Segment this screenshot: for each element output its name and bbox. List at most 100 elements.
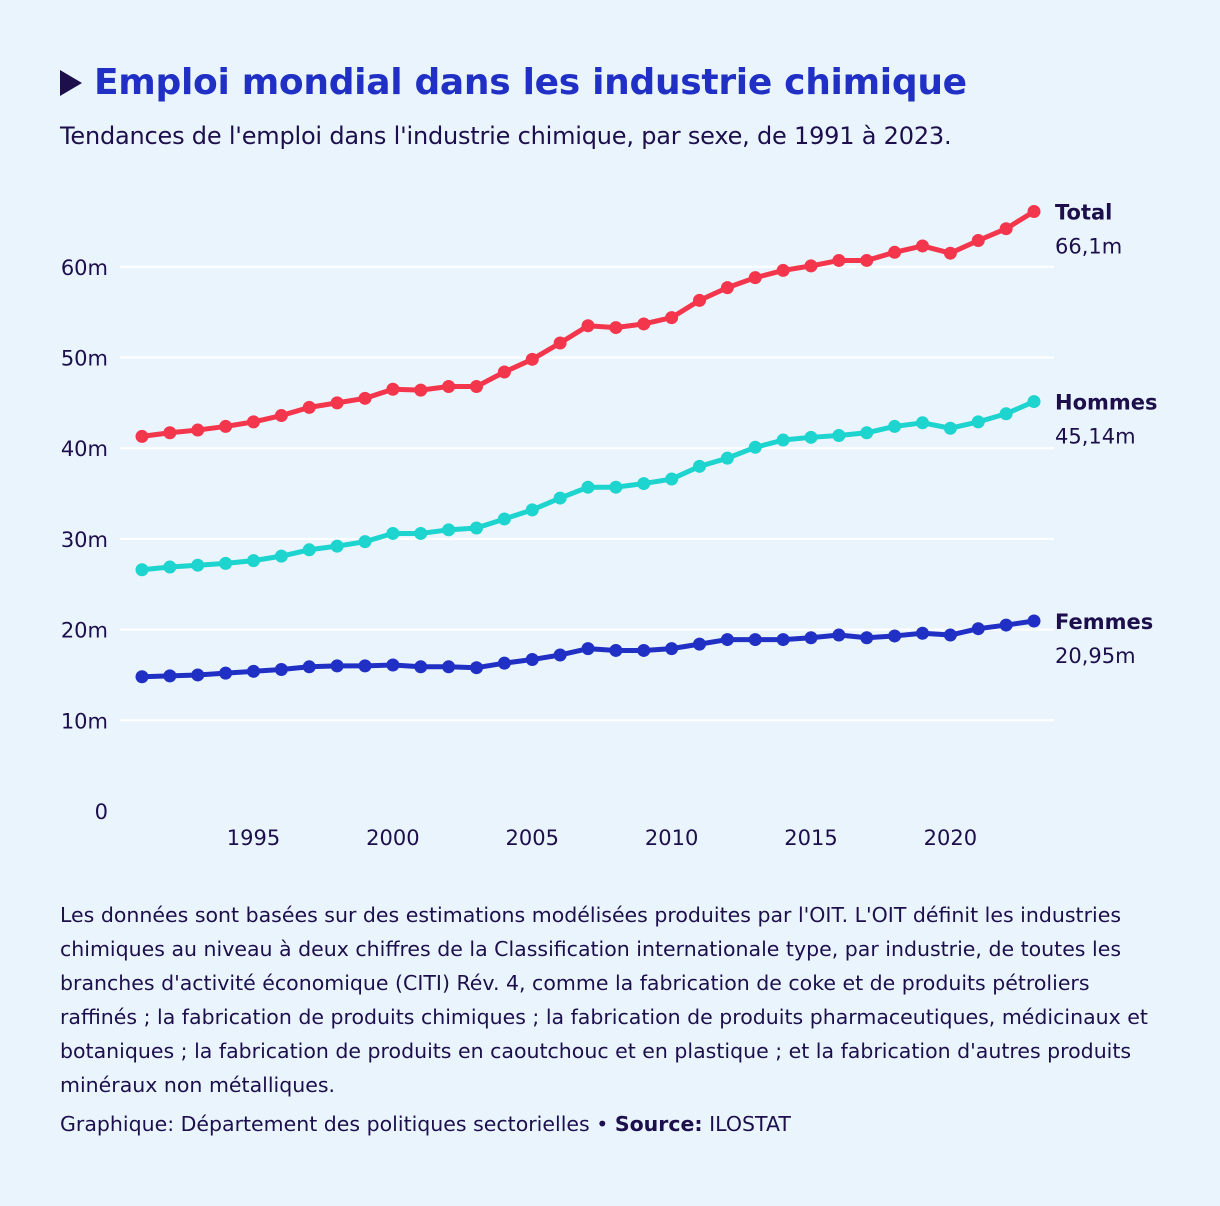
credit-label: Graphique: Département des politiques se… (60, 1112, 615, 1136)
data-point-total (999, 222, 1013, 236)
data-point-hommes (163, 560, 177, 574)
data-point-hommes (274, 549, 288, 563)
series-label-femmes: Femmes (1055, 610, 1153, 634)
data-point-total (720, 281, 734, 295)
data-point-femmes (943, 628, 957, 642)
data-point-total (135, 429, 149, 443)
data-point-total (1027, 204, 1041, 218)
x-tick-label: 1995 (227, 826, 280, 850)
data-point-hommes (888, 419, 902, 433)
data-point-total (219, 419, 233, 433)
data-point-hommes (581, 480, 595, 494)
data-point-hommes (302, 543, 316, 557)
data-point-femmes (665, 642, 679, 656)
data-point-femmes (1027, 614, 1041, 628)
data-point-hommes (748, 440, 762, 454)
data-point-femmes (525, 653, 539, 667)
data-point-total (442, 380, 456, 394)
data-point-hommes (135, 563, 149, 577)
data-point-total (302, 400, 316, 414)
data-point-femmes (274, 663, 288, 677)
data-point-hommes (943, 421, 957, 435)
data-point-hommes (999, 407, 1013, 421)
data-point-femmes (804, 631, 818, 645)
data-point-femmes (609, 643, 623, 657)
x-tick-label: 2010 (645, 826, 698, 850)
data-point-total (414, 383, 428, 397)
data-point-total (693, 293, 706, 307)
data-point-hommes (414, 526, 428, 540)
data-point-femmes (247, 664, 260, 678)
data-point-femmes (971, 622, 985, 636)
data-point-total (358, 391, 372, 405)
data-point-total (609, 321, 623, 335)
data-point-femmes (302, 660, 316, 674)
data-point-hommes (665, 472, 679, 486)
data-point-femmes (860, 631, 874, 645)
y-tick-label: 30m (61, 528, 108, 552)
y-tick-label: 0 (95, 800, 108, 824)
data-point-total (497, 365, 511, 379)
data-point-femmes (358, 659, 372, 673)
data-point-hommes (637, 477, 651, 491)
data-point-total (804, 259, 818, 273)
series-value-label-femmes: 20,95m (1055, 644, 1136, 668)
data-point-total (832, 253, 846, 267)
data-point-total (748, 271, 762, 285)
data-point-total (470, 380, 483, 394)
x-tick-label: 2020 (924, 826, 977, 850)
data-point-total (916, 239, 929, 253)
data-point-hommes (693, 459, 706, 473)
data-point-total (330, 396, 344, 410)
data-point-total (386, 382, 400, 396)
y-tick-label: 40m (61, 437, 108, 461)
y-tick-label: 50m (61, 347, 108, 371)
data-point-hommes (804, 430, 818, 444)
data-point-hommes (470, 521, 483, 535)
data-point-total (637, 317, 651, 331)
data-point-total (274, 409, 288, 423)
data-point-femmes (219, 666, 233, 680)
x-tick-label: 2005 (506, 826, 559, 850)
data-point-femmes (999, 618, 1013, 632)
data-point-femmes (637, 643, 651, 657)
data-point-hommes (525, 503, 539, 517)
line-chart: 0 10m 20m 30m 40m 50m 60m 1995 2000 2005 2010 2015 2… (61, 200, 1158, 850)
data-point-total (191, 423, 205, 437)
data-point-femmes (414, 660, 428, 674)
data-point-femmes (191, 668, 205, 682)
data-point-hommes (720, 451, 734, 465)
data-point-femmes (442, 660, 456, 674)
data-point-femmes (748, 633, 762, 647)
data-point-hommes (442, 523, 456, 537)
data-point-hommes (219, 556, 233, 570)
data-point-femmes (693, 637, 706, 651)
y-tick-label: 20m (61, 619, 108, 643)
data-point-hommes (609, 480, 623, 494)
triangle-bullet-icon (60, 69, 82, 96)
data-point-total (971, 233, 985, 247)
data-point-femmes (497, 656, 511, 670)
data-point-total (665, 311, 679, 325)
data-point-femmes (470, 661, 483, 675)
data-point-femmes (720, 633, 734, 647)
source-label: Source: (614, 1112, 703, 1136)
data-point-total (553, 336, 567, 350)
data-point-hommes (971, 415, 985, 429)
data-point-hommes (1027, 395, 1041, 409)
x-tick-label: 2015 (784, 826, 837, 850)
data-point-total (888, 245, 902, 259)
data-point-femmes (330, 659, 344, 673)
source-value: ILOSTAT (702, 1112, 791, 1136)
data-point-hommes (330, 539, 344, 553)
data-point-total (860, 253, 874, 267)
data-point-hommes (497, 512, 511, 526)
data-point-total (581, 319, 595, 333)
footnote: Les données sont basées sur des estimati… (60, 903, 1148, 1097)
data-point-femmes (916, 626, 929, 640)
data-point-hommes (832, 429, 846, 443)
data-point-femmes (135, 670, 149, 684)
data-point-femmes (553, 648, 567, 662)
data-point-femmes (386, 658, 400, 672)
series-label-total: Total (1055, 200, 1112, 224)
